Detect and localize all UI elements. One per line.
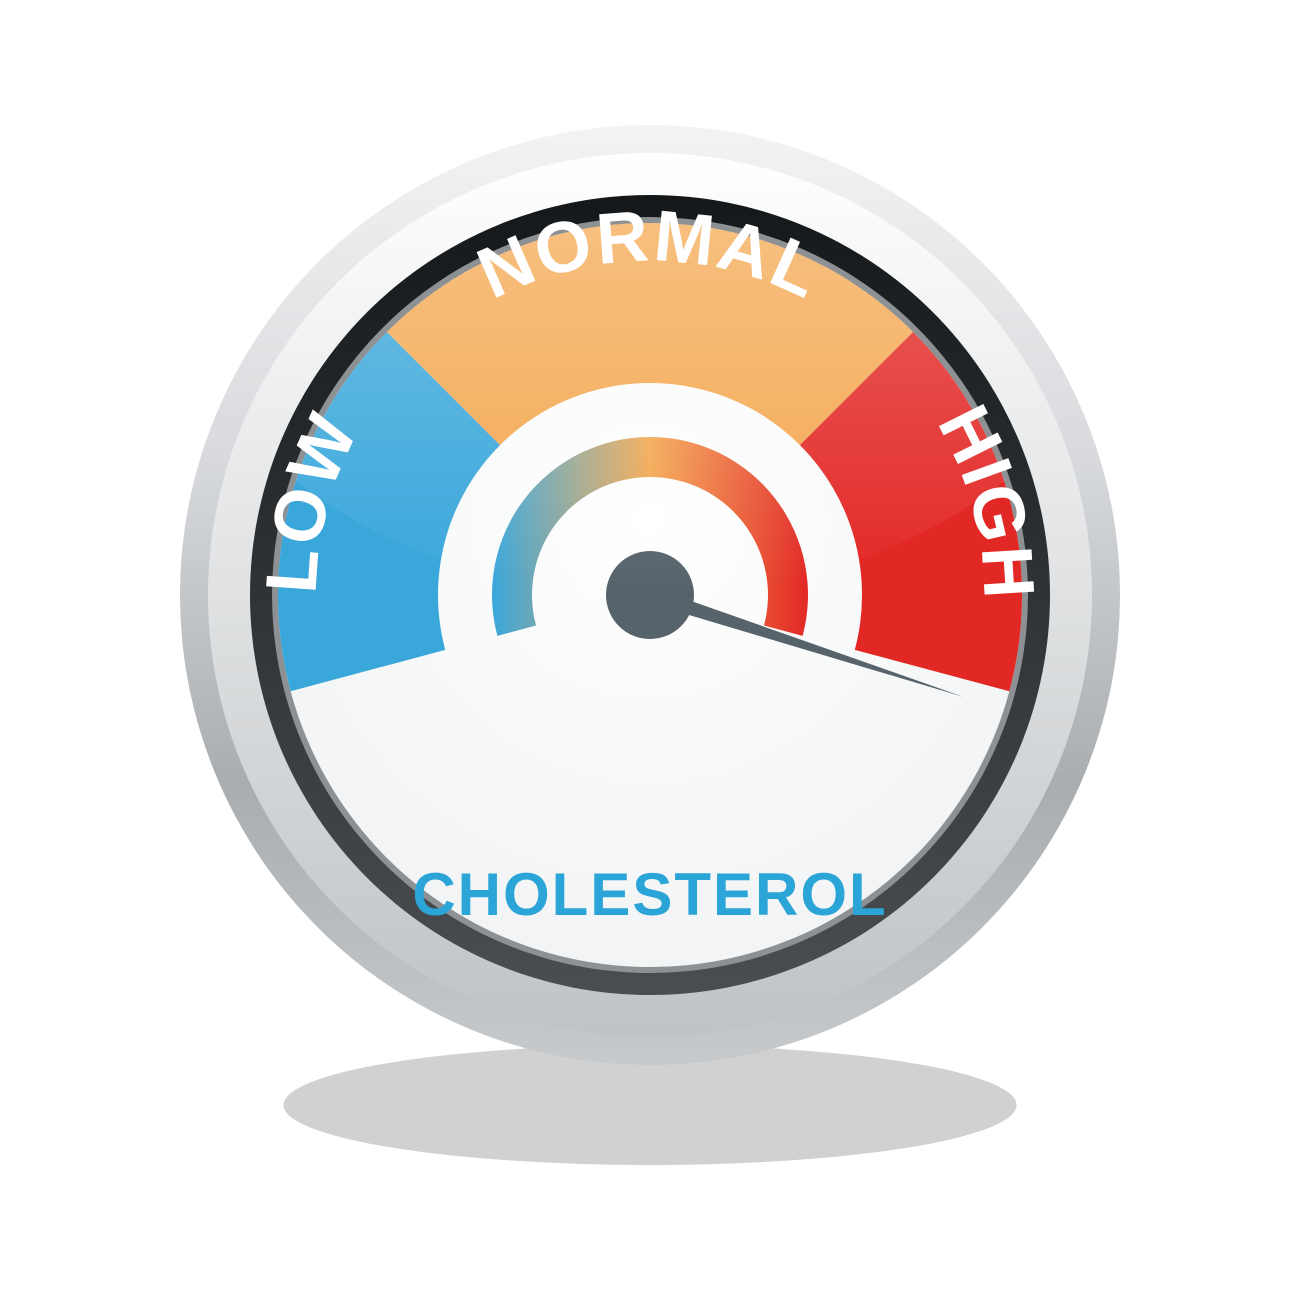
gauge-title: CHOLESTEROL bbox=[412, 861, 887, 928]
gauge-stage: LOWNORMALHIGHCHOLESTEROL bbox=[0, 0, 1300, 1300]
cholesterol-gauge: LOWNORMALHIGHCHOLESTEROL bbox=[100, 75, 1200, 1225]
